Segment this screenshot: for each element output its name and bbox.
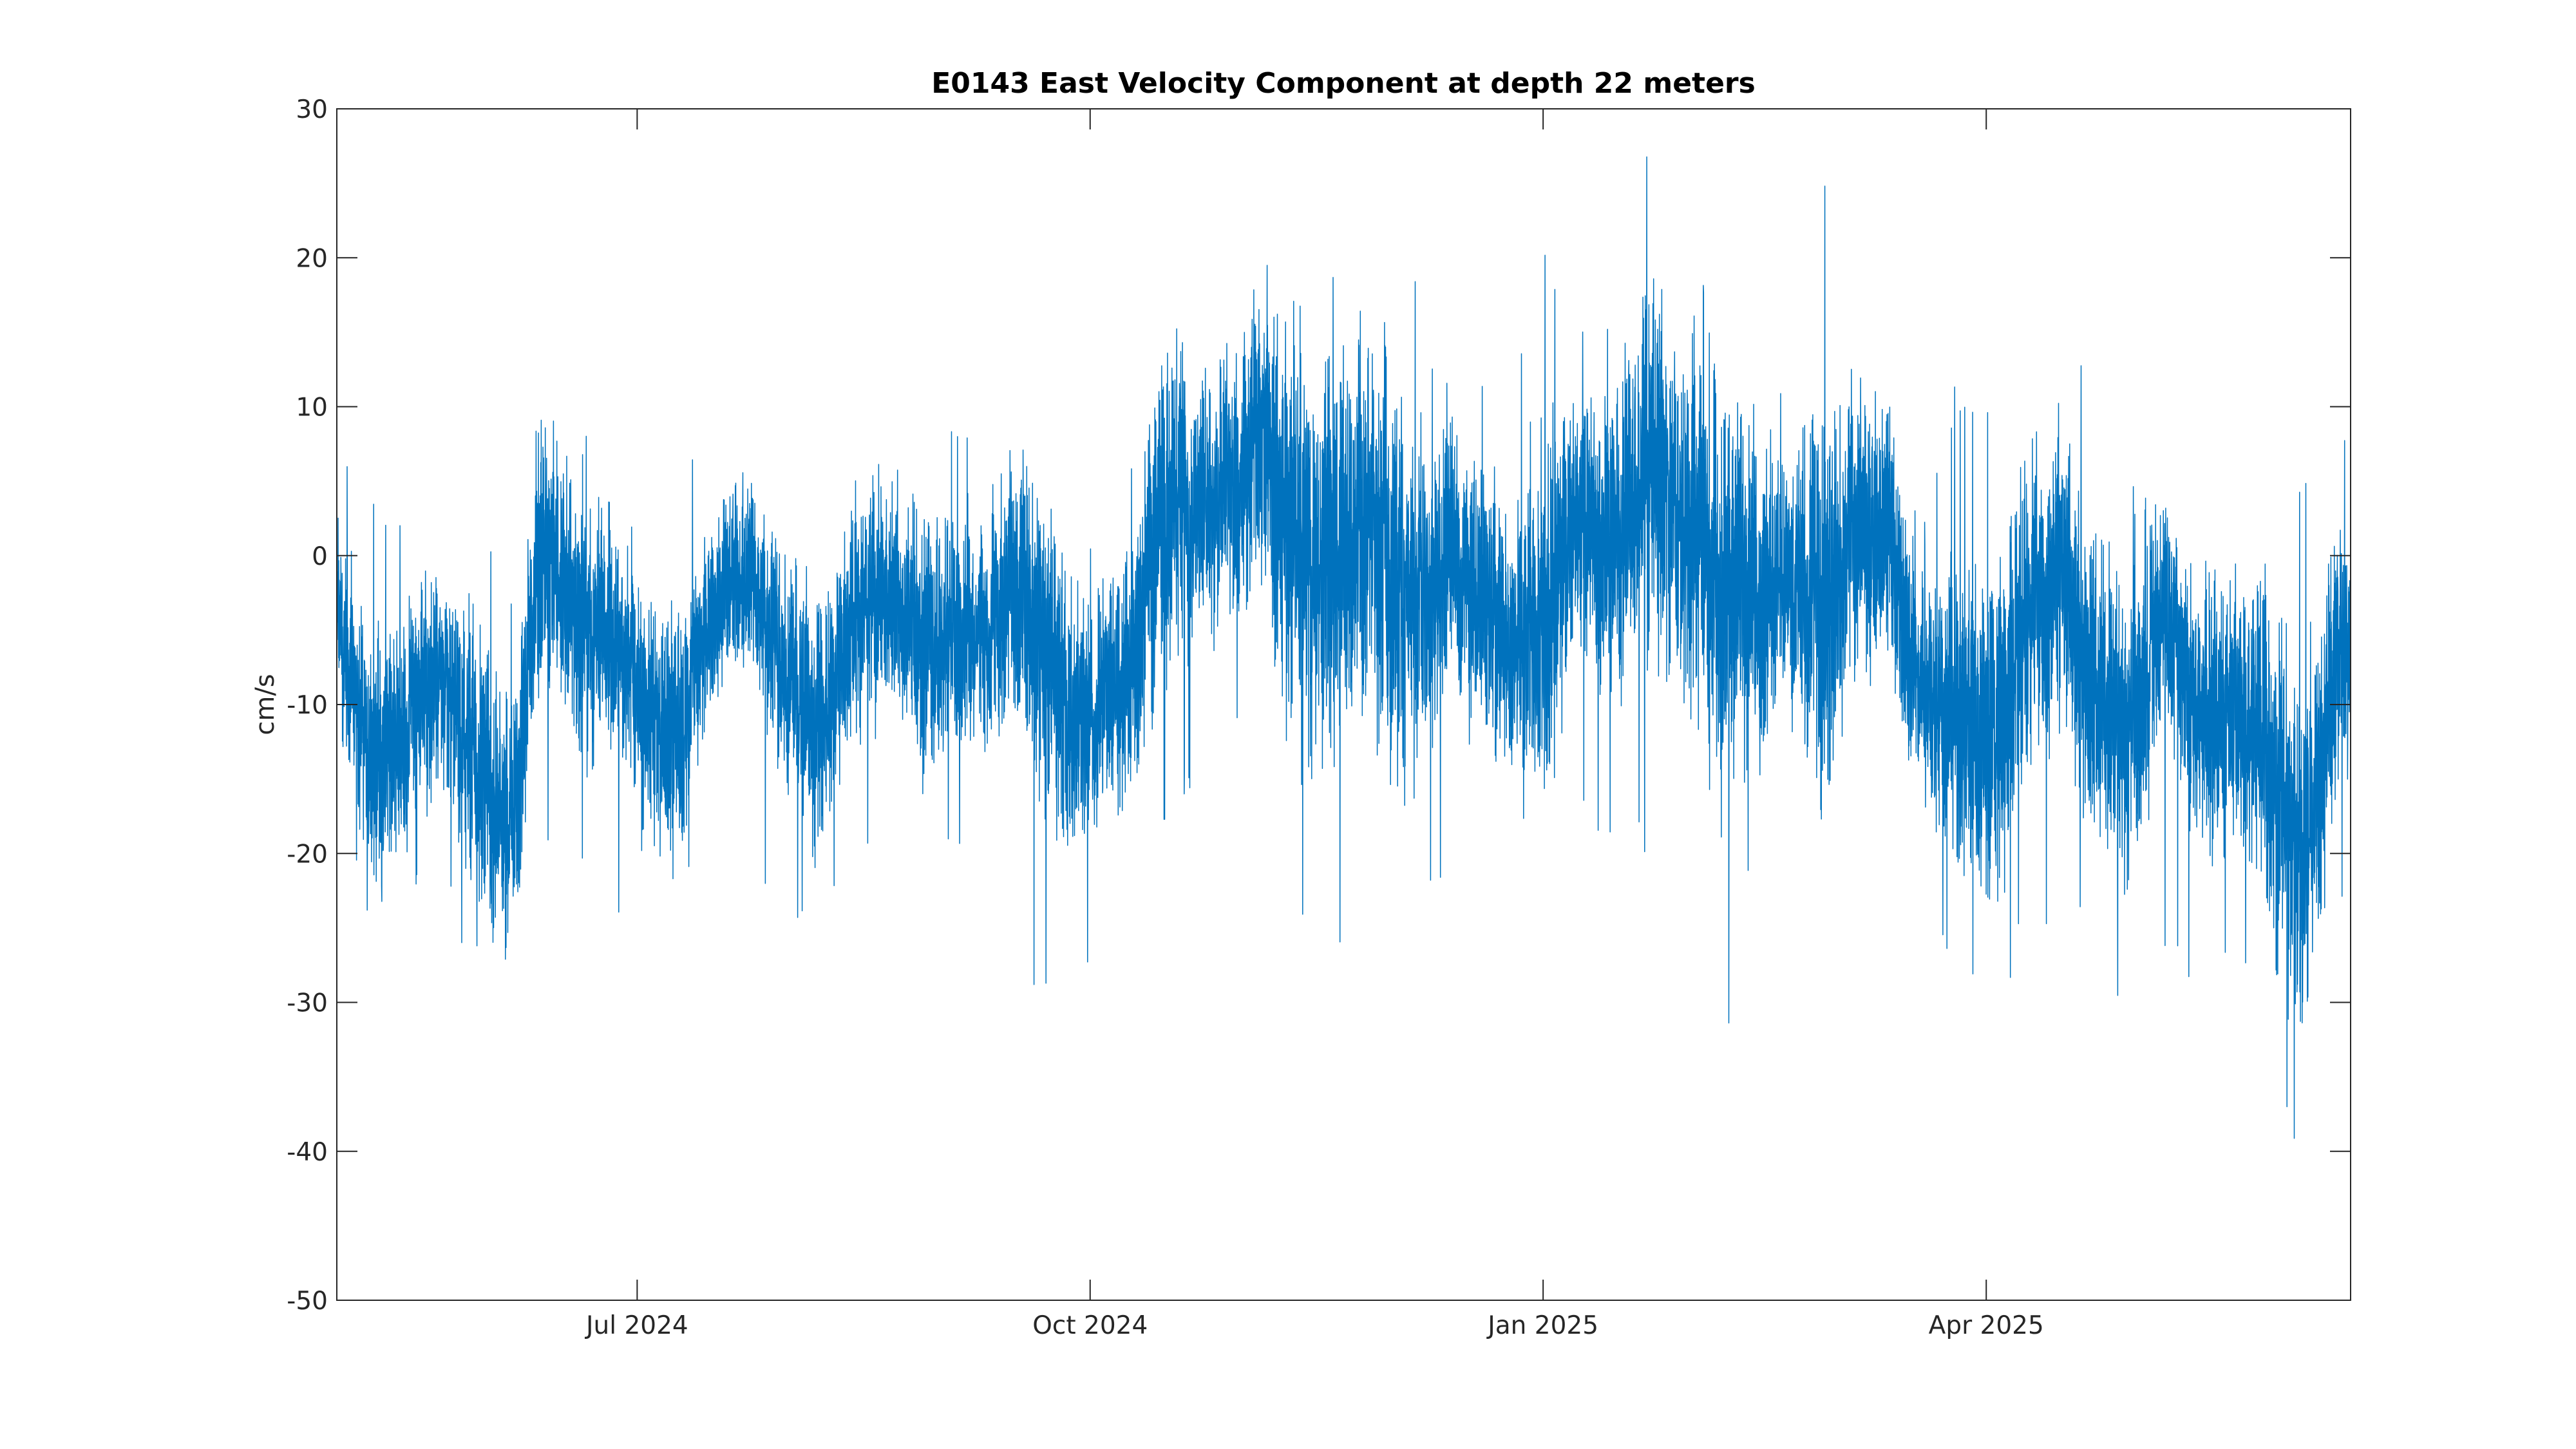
y-tick-label: 10	[296, 393, 328, 422]
y-axis-label: cm/s	[251, 674, 280, 735]
y-tick-label: 30	[296, 95, 328, 124]
y-tick-label: -20	[287, 840, 328, 869]
chart-title: E0143 East Velocity Component at depth 2…	[931, 67, 1756, 100]
y-tick-label: -30	[287, 989, 328, 1018]
y-tick-label: -40	[287, 1138, 328, 1167]
y-tick-label: -50	[287, 1287, 328, 1316]
series-line	[336, 156, 2351, 1139]
x-tick-label: Apr 2025	[1929, 1311, 2044, 1340]
y-tick-label: 20	[296, 244, 328, 273]
axes-box	[336, 108, 2351, 1301]
x-tick-label: Jan 2025	[1486, 1311, 1598, 1340]
x-tick-label: Oct 2024	[1032, 1311, 1148, 1340]
axes-layer: -50 -40 -30 -20 -10 0 10 20 30 Jul 2024 Oct 2024 Ja…	[287, 95, 2351, 1340]
y-tick-label: 0	[312, 542, 328, 571]
series-layer	[336, 156, 2351, 1139]
x-tick-label: Jul 2024	[584, 1311, 688, 1340]
y-tick-label: -10	[287, 691, 328, 720]
